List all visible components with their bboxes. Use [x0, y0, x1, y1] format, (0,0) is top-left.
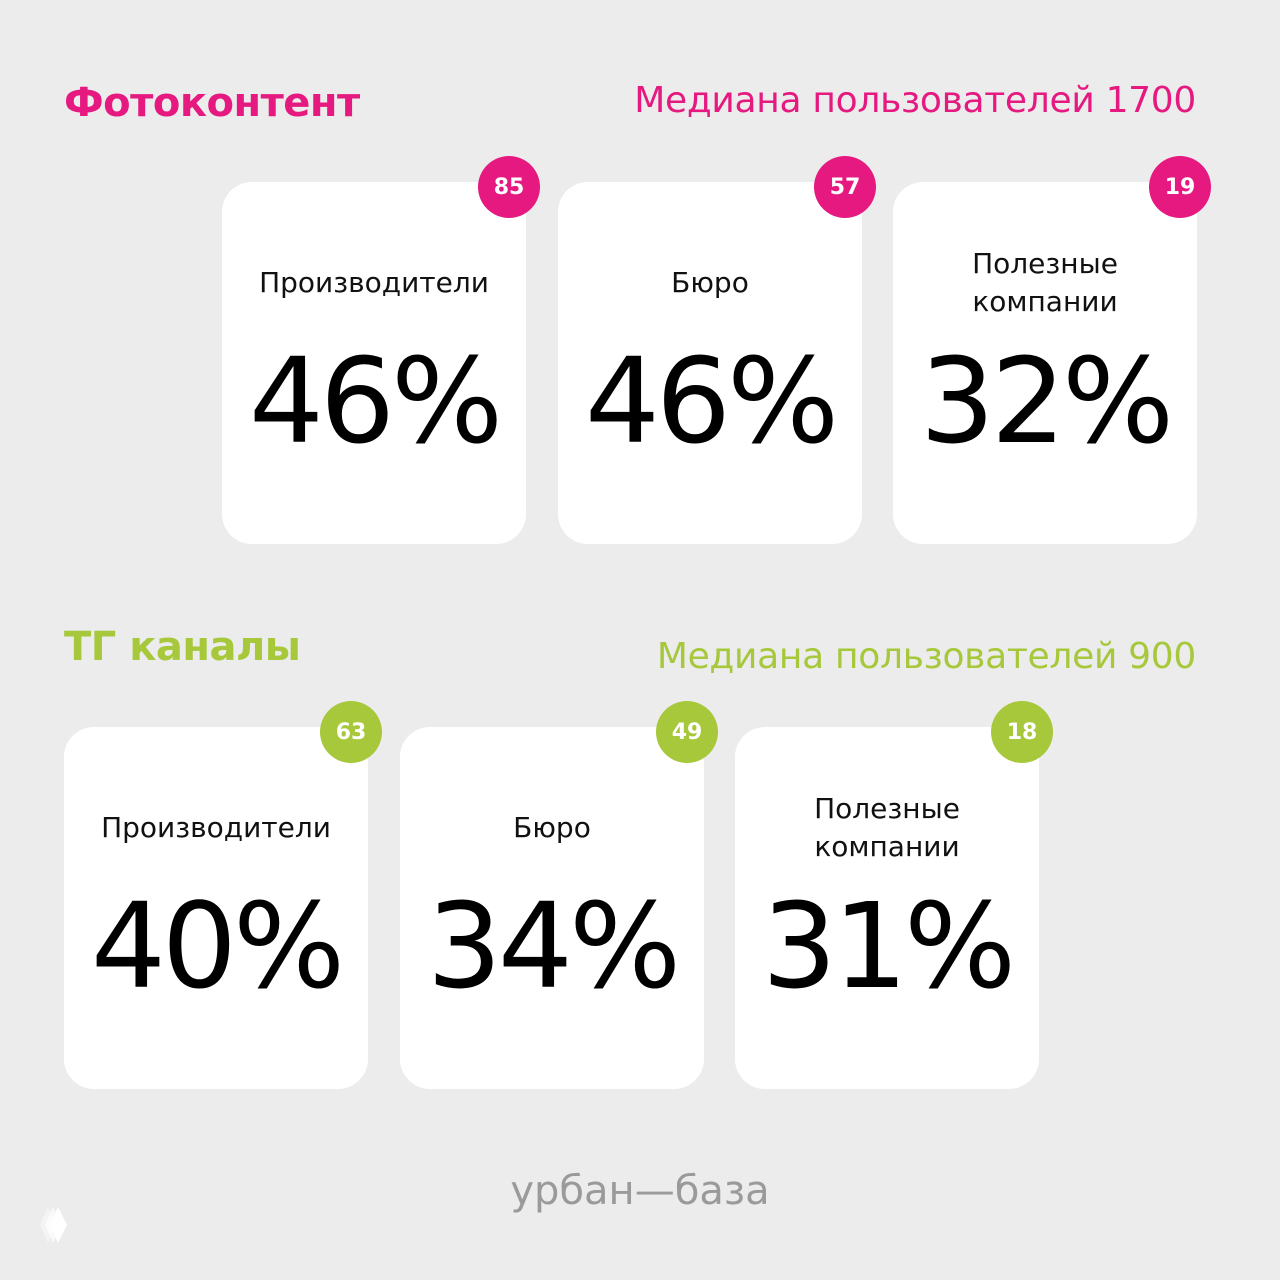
count-badge: 19 — [1149, 156, 1211, 218]
median-users: Медиана пользователей 1700 — [634, 80, 1196, 121]
count-badge: 85 — [478, 156, 540, 218]
count-badge: 57 — [814, 156, 876, 218]
count-badge: 18 — [991, 701, 1053, 763]
section-title: ТГ каналы — [64, 624, 301, 670]
card-percent: 46% — [584, 332, 839, 470]
card-percent: 31% — [761, 877, 1016, 1015]
stat-card: 18 Полезные компании 31% — [735, 701, 1053, 1089]
card-label: Бюро — [671, 266, 749, 299]
card-label: Полезные компании — [972, 247, 1118, 318]
section-title: Фотоконтент — [64, 80, 360, 126]
card-percent: 40% — [90, 877, 345, 1015]
card-label: Производители — [101, 811, 331, 844]
brand-name: урбан—база — [510, 1168, 770, 1214]
stat-card: 19 Полезные компании 32% — [893, 156, 1211, 544]
stat-card: 63 Производители 40% — [64, 701, 382, 1089]
count-badge: 49 — [656, 701, 718, 763]
card-percent: 46% — [248, 332, 503, 470]
card-label: Производители — [259, 266, 489, 299]
card-percent: 32% — [919, 332, 1174, 470]
count-badge: 63 — [320, 701, 382, 763]
stat-card: 85 Производители 46% — [222, 156, 540, 544]
diamond-stack-icon — [40, 1207, 67, 1243]
card-percent: 34% — [426, 877, 681, 1015]
median-users: Медиана пользователей 900 — [656, 636, 1196, 677]
stat-card: 57 Бюро 46% — [558, 156, 876, 544]
card-label: Полезные компании — [814, 792, 960, 863]
card-label: Бюро — [513, 811, 591, 844]
stat-card: 49 Бюро 34% — [400, 701, 718, 1089]
